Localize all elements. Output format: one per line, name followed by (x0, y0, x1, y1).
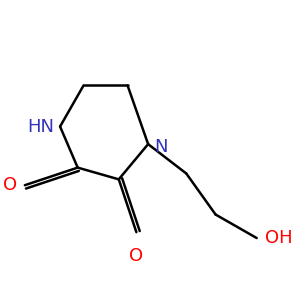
Text: O: O (3, 176, 17, 194)
Text: O: O (129, 247, 143, 265)
Text: OH: OH (266, 229, 293, 247)
Text: HN: HN (27, 118, 54, 136)
Text: N: N (154, 138, 167, 156)
